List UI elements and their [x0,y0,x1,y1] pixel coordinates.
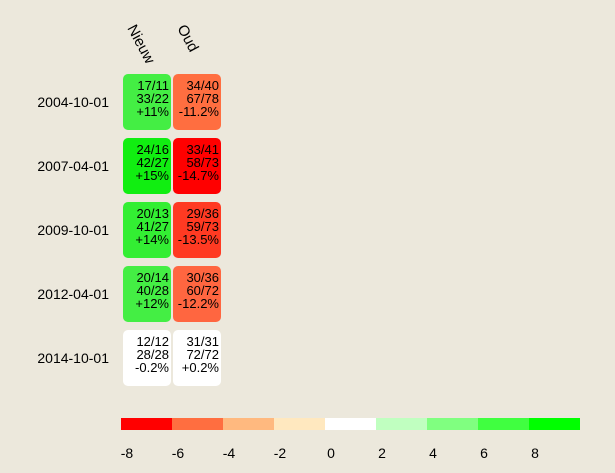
heatmap-cell [173,266,221,322]
legend-color-swatch [376,418,427,430]
row-label: 2014-10-01 [37,350,109,366]
cell-value-text: 33/22 [136,91,169,106]
legend-color-swatch [172,418,223,430]
legend-tick-label: 0 [327,445,335,461]
legend-tick-label: -6 [172,445,185,461]
row-label: 2007-04-01 [37,158,109,174]
legend-color-swatch [121,418,172,430]
heatmap-cell [123,266,171,322]
cell-value-text: -12.2% [178,296,220,311]
heatmap-cell [123,330,171,386]
cell-value-text: 31/31 [186,334,219,349]
heatmap-cell [173,74,221,130]
cell-value-text: -13.5% [178,232,220,247]
cell-value-text: 59/73 [186,219,219,234]
cell-value-text: +12% [135,296,169,311]
heatmap-cell [173,202,221,258]
heatmap-cell [123,202,171,258]
legend-color-swatch [274,418,325,430]
cell-value-text: 42/27 [136,155,169,170]
legend-tick-label: 4 [429,445,437,461]
row-label: 2004-10-01 [37,94,109,110]
cell-value-text: +0.2% [182,360,220,375]
cell-value-text: -11.2% [179,104,220,119]
legend-color-swatch [223,418,274,430]
row-label: 2009-10-01 [37,222,109,238]
row-label: 2012-04-01 [37,286,109,302]
legend-tick-label: 6 [480,445,488,461]
cell-value-text: 24/16 [136,142,169,157]
cell-value-text: 30/36 [186,270,219,285]
cell-value-text: 20/13 [136,206,169,221]
cell-value-text: 41/27 [136,219,169,234]
cell-value-text: +11% [136,104,169,119]
legend-color-swatch [529,418,580,430]
cell-value-text: 33/41 [186,142,219,157]
cell-value-text: 58/73 [186,155,219,170]
cell-value-text: 29/36 [186,206,219,221]
cell-value-text: -14.7% [178,168,220,183]
heatmap-cell [123,138,171,194]
legend-tick-label: -4 [223,445,236,461]
legend-color-swatch [325,418,376,430]
cell-value-text: +15% [135,168,169,183]
cell-value-text: 72/72 [186,347,219,362]
cell-value-text: 34/40 [186,78,219,93]
legend-color-swatch [427,418,478,430]
legend-tick-label: 8 [531,445,539,461]
cell-value-text: +14% [135,232,169,247]
cell-value-text: 67/78 [186,91,219,106]
cell-value-text: 17/11 [137,78,169,93]
cell-value-text: 28/28 [136,347,169,362]
legend-color-swatch [478,418,529,430]
legend-tick-label: -2 [274,445,287,461]
cell-value-text: 12/12 [136,334,169,349]
cell-value-text: 20/14 [136,270,169,285]
heatmap-cell [173,330,221,386]
heatmap-cell [123,74,171,130]
column-label: Nieuw [123,22,158,67]
cell-value-text: 60/72 [186,283,219,298]
legend-tick-label: -8 [121,445,134,461]
cell-value-text: 40/28 [136,283,169,298]
column-label: Oud [173,22,201,55]
legend-tick-label: 2 [378,445,386,461]
cell-value-text: -0.2% [135,360,169,375]
heatmap-cell [173,138,221,194]
